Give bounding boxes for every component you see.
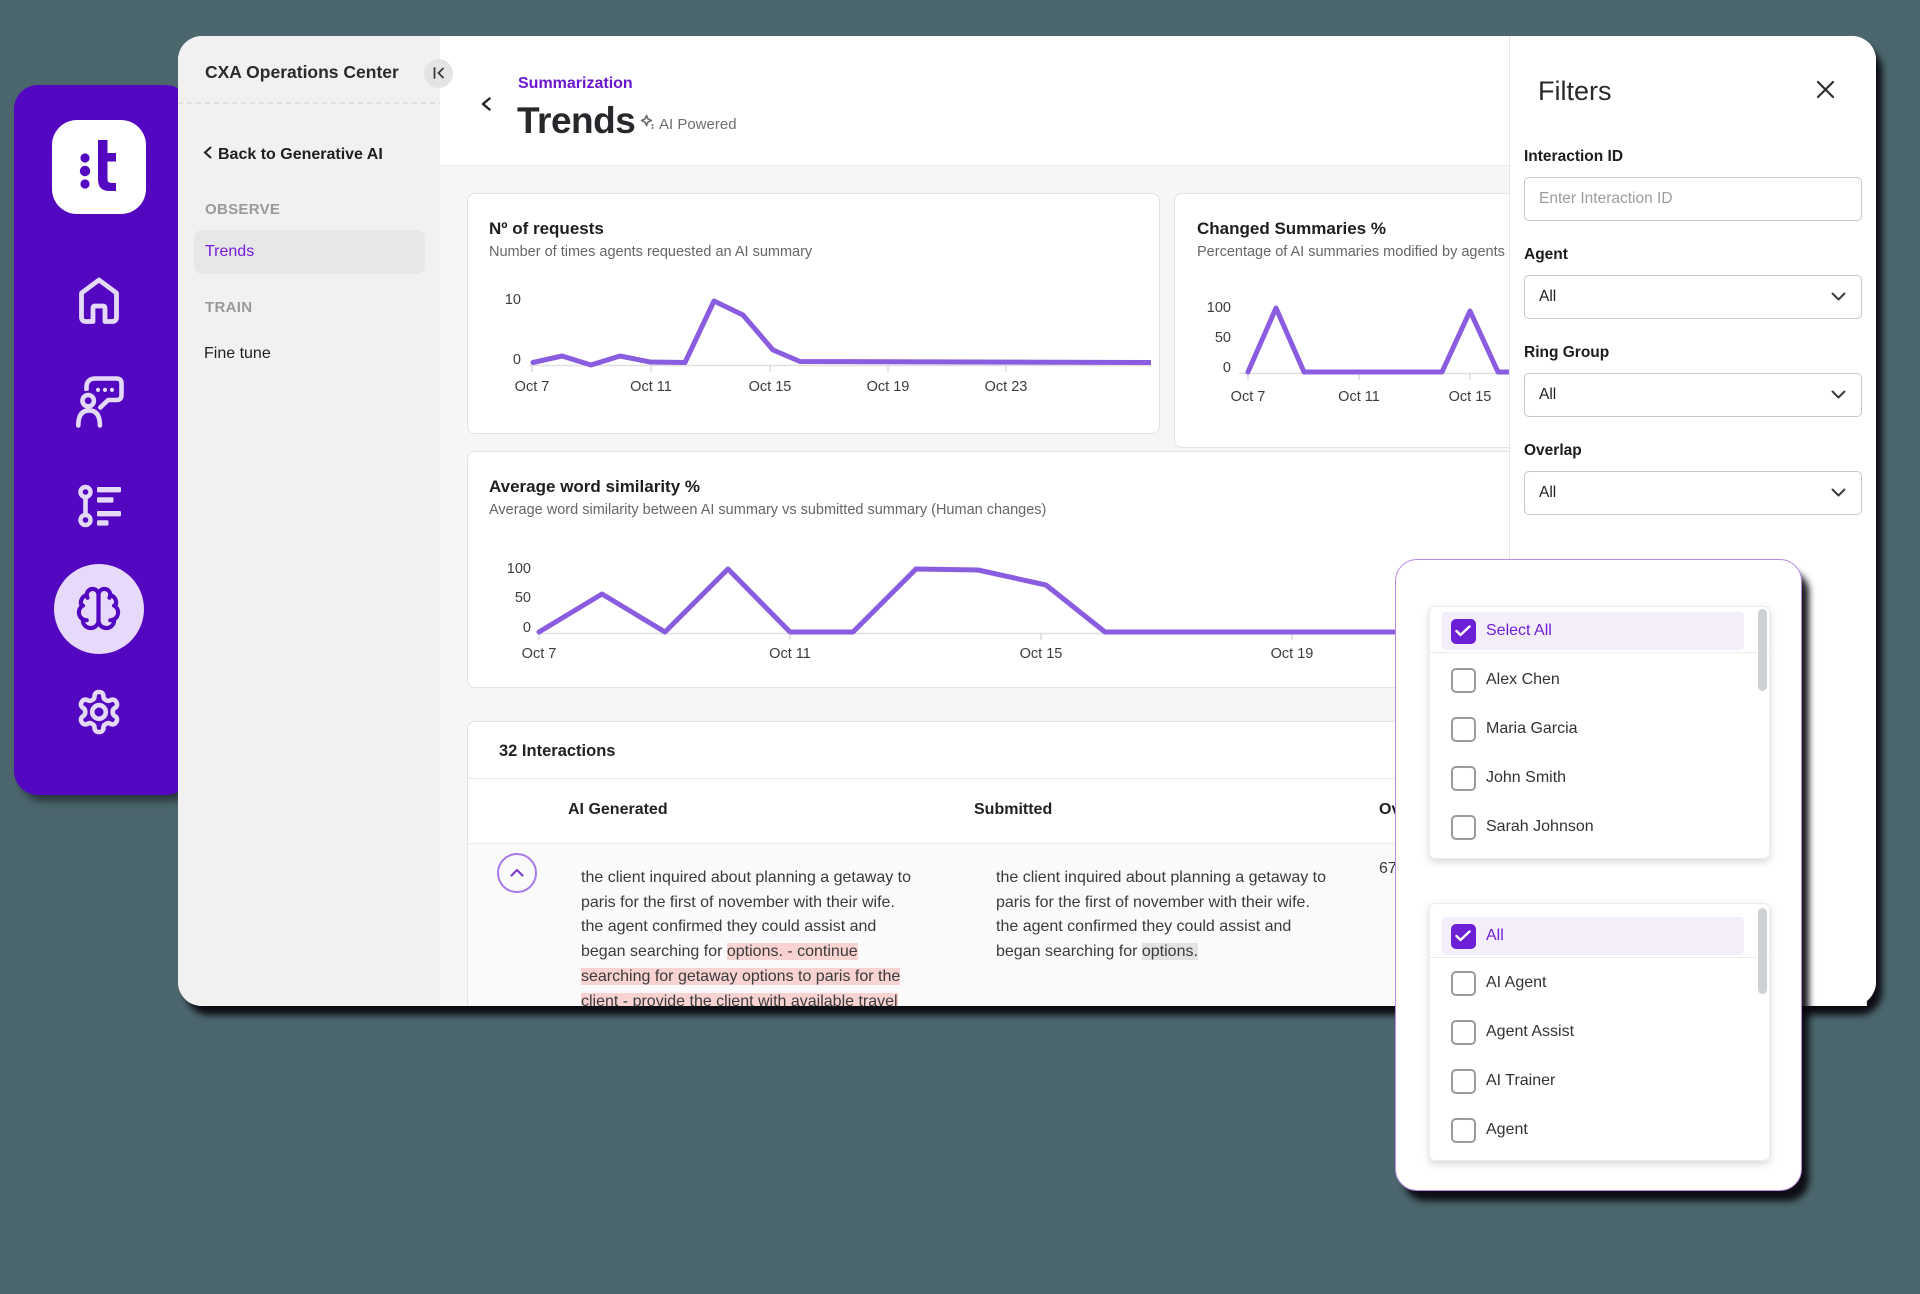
svg-text:Oct 7: Oct 7 — [1231, 389, 1266, 405]
svg-text:Oct 23: Oct 23 — [985, 379, 1028, 395]
svg-text:Oct 15: Oct 15 — [1020, 646, 1063, 662]
svg-text:Oct 15: Oct 15 — [749, 379, 792, 395]
svg-text:0: 0 — [523, 620, 531, 636]
svg-text:50: 50 — [1215, 330, 1231, 346]
svg-text:Oct 7: Oct 7 — [522, 646, 557, 662]
svg-text:10: 10 — [505, 292, 521, 308]
svg-text:Oct 19: Oct 19 — [867, 379, 910, 395]
svg-text:Oct 15: Oct 15 — [1449, 389, 1492, 405]
svg-text:Oct 11: Oct 11 — [769, 646, 811, 662]
svg-text:50: 50 — [515, 590, 531, 606]
svg-text:Oct 19: Oct 19 — [1271, 646, 1314, 662]
svg-text:0: 0 — [1223, 360, 1231, 376]
svg-text:Oct 11: Oct 11 — [1338, 389, 1380, 405]
svg-text:100: 100 — [1207, 300, 1231, 316]
svg-text:100: 100 — [507, 561, 531, 577]
svg-text:Oct 7: Oct 7 — [515, 379, 550, 395]
svg-text:Oct 11: Oct 11 — [630, 379, 672, 395]
svg-text:0: 0 — [513, 352, 521, 368]
